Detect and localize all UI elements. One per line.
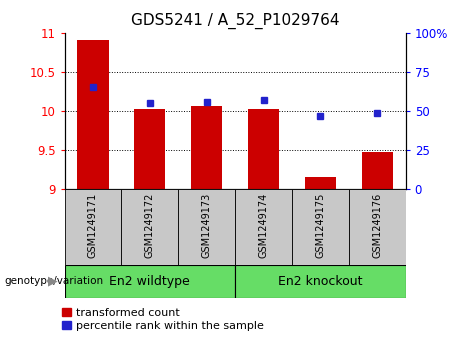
- Legend: transformed count, percentile rank within the sample: transformed count, percentile rank withi…: [61, 307, 266, 332]
- Text: GSM1249172: GSM1249172: [145, 192, 155, 258]
- Bar: [349, 189, 406, 265]
- Bar: [77, 40, 109, 189]
- Bar: [121, 189, 178, 265]
- Bar: [178, 189, 235, 265]
- Title: GDS5241 / A_52_P1029764: GDS5241 / A_52_P1029764: [131, 12, 339, 29]
- Text: En2 knockout: En2 knockout: [278, 275, 363, 288]
- Bar: [305, 177, 336, 189]
- Bar: [361, 152, 393, 189]
- Bar: [248, 109, 279, 189]
- Text: GSM1249175: GSM1249175: [315, 192, 325, 258]
- Bar: [134, 109, 165, 189]
- Text: GSM1249173: GSM1249173: [201, 192, 212, 258]
- Bar: [65, 189, 121, 265]
- Bar: [292, 189, 349, 265]
- Bar: [65, 265, 235, 298]
- Text: genotype/variation: genotype/variation: [5, 276, 104, 286]
- Bar: [235, 265, 406, 298]
- Bar: [191, 106, 222, 189]
- Bar: [235, 189, 292, 265]
- Text: GSM1249176: GSM1249176: [372, 192, 382, 258]
- Text: GSM1249174: GSM1249174: [259, 192, 269, 258]
- Text: ▶: ▶: [48, 275, 58, 288]
- Text: GSM1249171: GSM1249171: [88, 192, 98, 258]
- Text: En2 wildtype: En2 wildtype: [109, 275, 190, 288]
